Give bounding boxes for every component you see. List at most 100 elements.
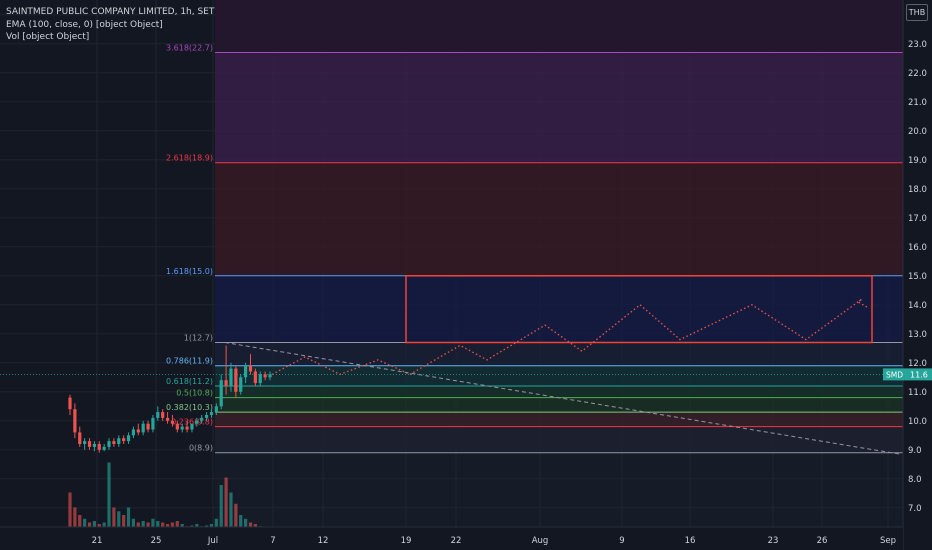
time-tick-label: 25 — [151, 536, 162, 546]
volume-bar — [92, 521, 96, 530]
volume-bar — [122, 515, 126, 530]
time-axis-bg — [0, 527, 903, 550]
time-tick-label: 22 — [451, 536, 462, 546]
candle-body — [136, 429, 140, 433]
volume-bar — [136, 522, 140, 530]
volume-bar — [219, 485, 223, 530]
volume-bar — [151, 518, 155, 530]
fib-band — [215, 275, 903, 343]
volume-bar — [146, 522, 150, 530]
candle-body — [258, 374, 262, 384]
volume-bar — [126, 507, 131, 530]
price-tick-label: 17.0 — [908, 214, 927, 224]
candle-body — [117, 438, 121, 444]
candle-body — [122, 438, 126, 442]
symbol-badge — [883, 368, 904, 381]
volume-bar — [161, 522, 165, 530]
last-price-badge — [904, 368, 932, 381]
price-axis-bg — [903, 0, 932, 550]
time-tick-label: Aug — [532, 536, 549, 546]
candle-body — [83, 441, 87, 444]
symbol-title[interactable]: SAINTMED PUBLIC COMPANY LIMITED, 1h, SET — [6, 7, 215, 17]
volume-bar — [175, 521, 179, 530]
candle-body — [141, 423, 145, 433]
volume-bar — [107, 462, 111, 530]
time-tick-label: 7 — [270, 536, 275, 546]
candle-body — [214, 406, 218, 413]
price-tick-label: 9.0 — [908, 446, 922, 456]
trend-line — [224, 342, 901, 455]
price-tick-label: 18.0 — [908, 185, 927, 195]
projection-box — [405, 275, 873, 344]
volume-bar — [131, 518, 136, 530]
candle-body — [248, 365, 253, 372]
candle-body — [107, 441, 111, 447]
fib-level-label: 0.618(11.2) — [166, 377, 213, 386]
volume-bar — [248, 522, 253, 530]
price-tick-label: 8.0 — [908, 475, 922, 485]
price-tick-label: 7.0 — [908, 504, 922, 514]
candle-body — [268, 374, 272, 378]
time-tick-label: 21 — [92, 536, 103, 546]
candle-body — [78, 432, 82, 444]
volume-bar — [68, 492, 72, 530]
candle-body — [209, 412, 214, 415]
volume-bar — [78, 515, 82, 530]
candle-body — [234, 368, 238, 392]
price-tick-label: 21.0 — [908, 98, 927, 108]
candle-body — [244, 365, 248, 378]
time-tick-label: 26 — [817, 536, 828, 546]
candle-body — [224, 380, 228, 386]
fib-level-label: 0.5(10.8) — [176, 389, 213, 398]
fib-level-label: 2.618(18.9) — [166, 154, 213, 163]
time-tick-label: 12 — [318, 536, 329, 546]
price-tick-label: 15.0 — [908, 272, 927, 282]
price-tick-label: 23.0 — [908, 40, 927, 50]
fib-level-label: 0.236(9.8) — [171, 418, 213, 427]
fib-band — [215, 412, 903, 427]
time-tick-label: 16 — [685, 536, 696, 546]
volume-bar — [214, 518, 218, 530]
candle-body — [161, 412, 165, 418]
volume-bar — [141, 521, 145, 530]
candle-body — [131, 429, 136, 436]
time-tick-label: Jul — [207, 536, 218, 546]
candle-body — [151, 417, 155, 430]
candle-body — [146, 423, 150, 430]
fib-band — [215, 365, 903, 386]
time-tick-label: Sep — [880, 536, 896, 546]
candle-body — [170, 420, 175, 424]
candle-body — [126, 435, 131, 442]
candle-body — [180, 426, 184, 430]
ema-indicator-label[interactable]: EMA (100, close, 0) [object Object] — [6, 19, 163, 30]
price-tick-label: 16.0 — [908, 243, 927, 253]
price-tick-label: 10.0 — [908, 417, 927, 427]
price-tick-label: 22.0 — [908, 69, 927, 79]
fib-level-label: 1(12.7) — [184, 334, 213, 343]
price-tick-label: 19.0 — [908, 156, 927, 166]
fib-band — [215, 342, 903, 366]
fib-band — [215, 426, 903, 453]
candle-body — [263, 374, 267, 378]
currency-badge[interactable]: THB — [906, 4, 928, 21]
projection-path — [271, 298, 869, 376]
candle-body — [156, 412, 160, 418]
volume-bar — [83, 518, 87, 530]
candle-body — [219, 380, 223, 407]
candle-body — [204, 415, 209, 418]
volume-bar — [73, 507, 77, 530]
legend: SAINTMED PUBLIC COMPANY LIMITED, 1h, SET… — [6, 6, 214, 44]
volume-indicator-label[interactable]: Vol [object Object] — [6, 32, 90, 42]
volume-bar — [87, 522, 92, 530]
volume-bar — [170, 522, 175, 530]
candle-body — [87, 441, 92, 447]
volume-bar — [117, 511, 121, 530]
candle-body — [200, 417, 204, 421]
price-tick-label: 12.0 — [908, 359, 927, 369]
candle-body — [195, 420, 199, 424]
price-tick-label: 20.0 — [908, 127, 927, 137]
candle-body — [112, 441, 116, 444]
candle-body — [239, 377, 243, 392]
